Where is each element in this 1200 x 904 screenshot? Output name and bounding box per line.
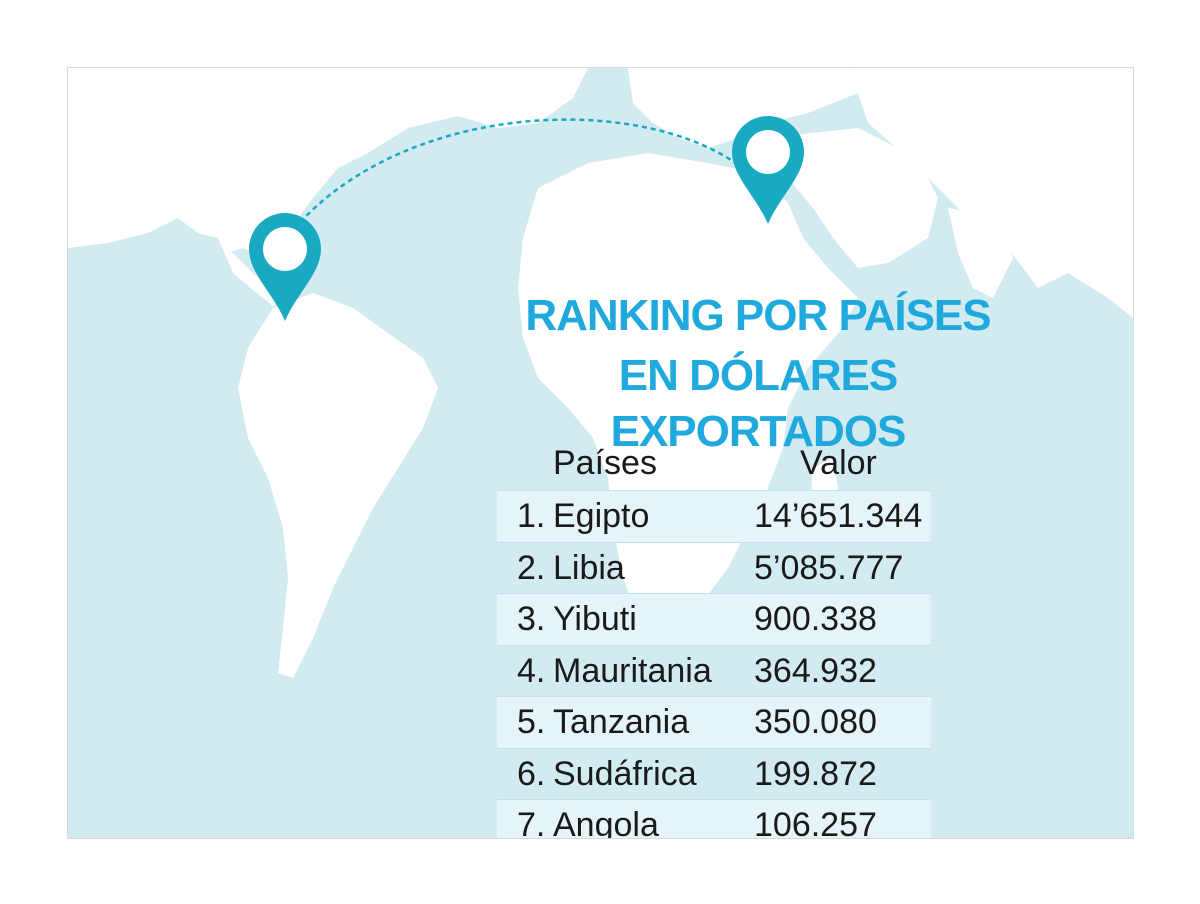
europe-land: [628, 68, 858, 148]
rank-cell: 5.: [517, 703, 546, 741]
map-pin-icon: [249, 213, 321, 321]
header-value: Valor: [800, 444, 877, 482]
country-cell: Sudáfrica: [553, 754, 697, 793]
table-row: 7. Angola 106.257: [497, 799, 931, 839]
value-cell: 106.257: [754, 806, 877, 839]
route-line: [281, 118, 769, 244]
country-cell: Yibuti: [553, 600, 637, 638]
table-row: 6. Sudáfrica 199.872: [497, 747, 931, 800]
table-row: 1. Egipto 14’651.344: [497, 490, 931, 542]
rank-cell: 3.: [517, 600, 546, 638]
value-cell: 364.932: [754, 651, 877, 690]
table-header: Países Valor: [497, 438, 931, 490]
africa-land: [518, 153, 858, 628]
north-america-land: [68, 68, 588, 258]
table-row: 2. Libia 5’085.777: [497, 541, 931, 594]
value-cell: 5’085.777: [754, 548, 904, 587]
asia-land: [848, 68, 1133, 318]
rank-cell: 1.: [517, 497, 546, 535]
rank-cell: 6.: [517, 754, 546, 793]
table-row: 5. Tanzania 350.080: [497, 696, 931, 748]
rank-cell: 2.: [517, 548, 546, 587]
rank-cell: 7.: [517, 806, 546, 839]
table-row: 3. Yibuti 900.338: [497, 593, 931, 645]
world-map: [68, 68, 1133, 678]
title-line-2: EN DÓLARES EXPORTADOS: [610, 351, 907, 456]
country-cell: Tanzania: [553, 703, 690, 741]
map-pin-icon: [732, 116, 804, 224]
country-cell: Mauritania: [553, 651, 712, 690]
value-cell: 199.872: [754, 754, 877, 793]
rank-cell: 4.: [517, 651, 546, 690]
value-cell: 900.338: [754, 600, 877, 638]
table-row: 4. Mauritania 364.932: [497, 644, 931, 697]
value-cell: 350.080: [754, 703, 877, 741]
ranking-table: Países Valor 1. Egipto 14’651.344 2. Lib…: [497, 438, 931, 839]
header-country: Países: [553, 444, 657, 482]
country-cell: Libia: [553, 548, 625, 587]
title-line-1: RANKING POR PAÍSES: [525, 291, 991, 340]
india-land: [948, 208, 1013, 298]
south-america-land: [238, 293, 438, 678]
country-cell: Angola: [553, 806, 659, 839]
greenland-land: [318, 68, 448, 108]
middle-east-land: [768, 128, 938, 268]
value-cell: 14’651.344: [754, 497, 923, 535]
country-cell: Egipto: [553, 497, 650, 535]
map-frame: RANKING POR PAÍSES EN DÓLARES EXPORTADOS…: [67, 67, 1134, 839]
